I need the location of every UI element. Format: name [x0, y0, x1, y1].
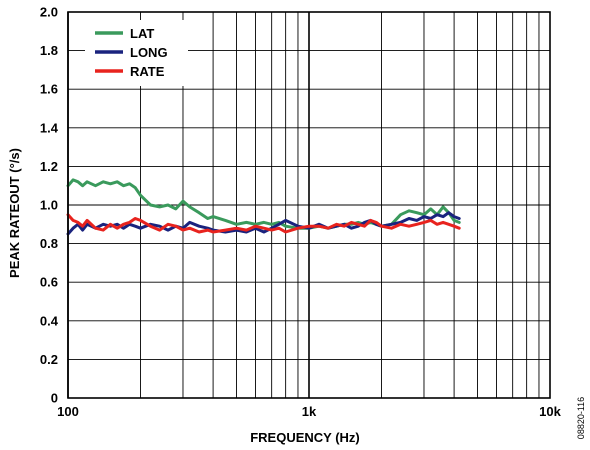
series-lines — [66, 178, 461, 236]
x-tick-label: 10k — [539, 404, 561, 419]
x-axis-title: FREQUENCY (Hz) — [250, 430, 360, 445]
x-tick-label: 1k — [302, 404, 317, 419]
y-axis-title: PEAK RATEOUT (°/s) — [7, 148, 22, 278]
legend-label-lat: LAT — [130, 26, 154, 41]
legend-label-long: LONG — [130, 45, 168, 60]
y-tick-label: 0.6 — [40, 275, 58, 290]
x-tick-label: 100 — [57, 404, 79, 419]
series-line-rate — [66, 213, 461, 234]
y-tick-label: 1.8 — [40, 43, 58, 58]
legend-label-rate: RATE — [130, 64, 165, 79]
series-line-lat — [66, 178, 461, 230]
x-tick-labels: 100 1k 10k — [57, 404, 561, 419]
y-tick-label: 1.4 — [40, 120, 59, 135]
y-tick-label: 1.6 — [40, 82, 58, 97]
y-tick-label: 1.2 — [40, 159, 58, 174]
plot-frame — [67, 11, 551, 399]
y-tick-label: 1.0 — [40, 198, 58, 213]
y-tick-labels: 0 0.2 0.4 0.6 0.8 1.0 1.2 1.4 1.6 1.8 2.0 — [40, 5, 59, 406]
y-tick-label: 2.0 — [40, 5, 58, 20]
y-tick-label: 0.2 — [40, 352, 58, 367]
y-tick-label: 0 — [51, 391, 58, 406]
figure-id: 08820-116 — [576, 397, 586, 439]
y-tick-label: 0.8 — [40, 236, 58, 251]
legend: LAT LONG RATE — [85, 20, 188, 86]
y-tick-label: 0.4 — [40, 313, 59, 328]
